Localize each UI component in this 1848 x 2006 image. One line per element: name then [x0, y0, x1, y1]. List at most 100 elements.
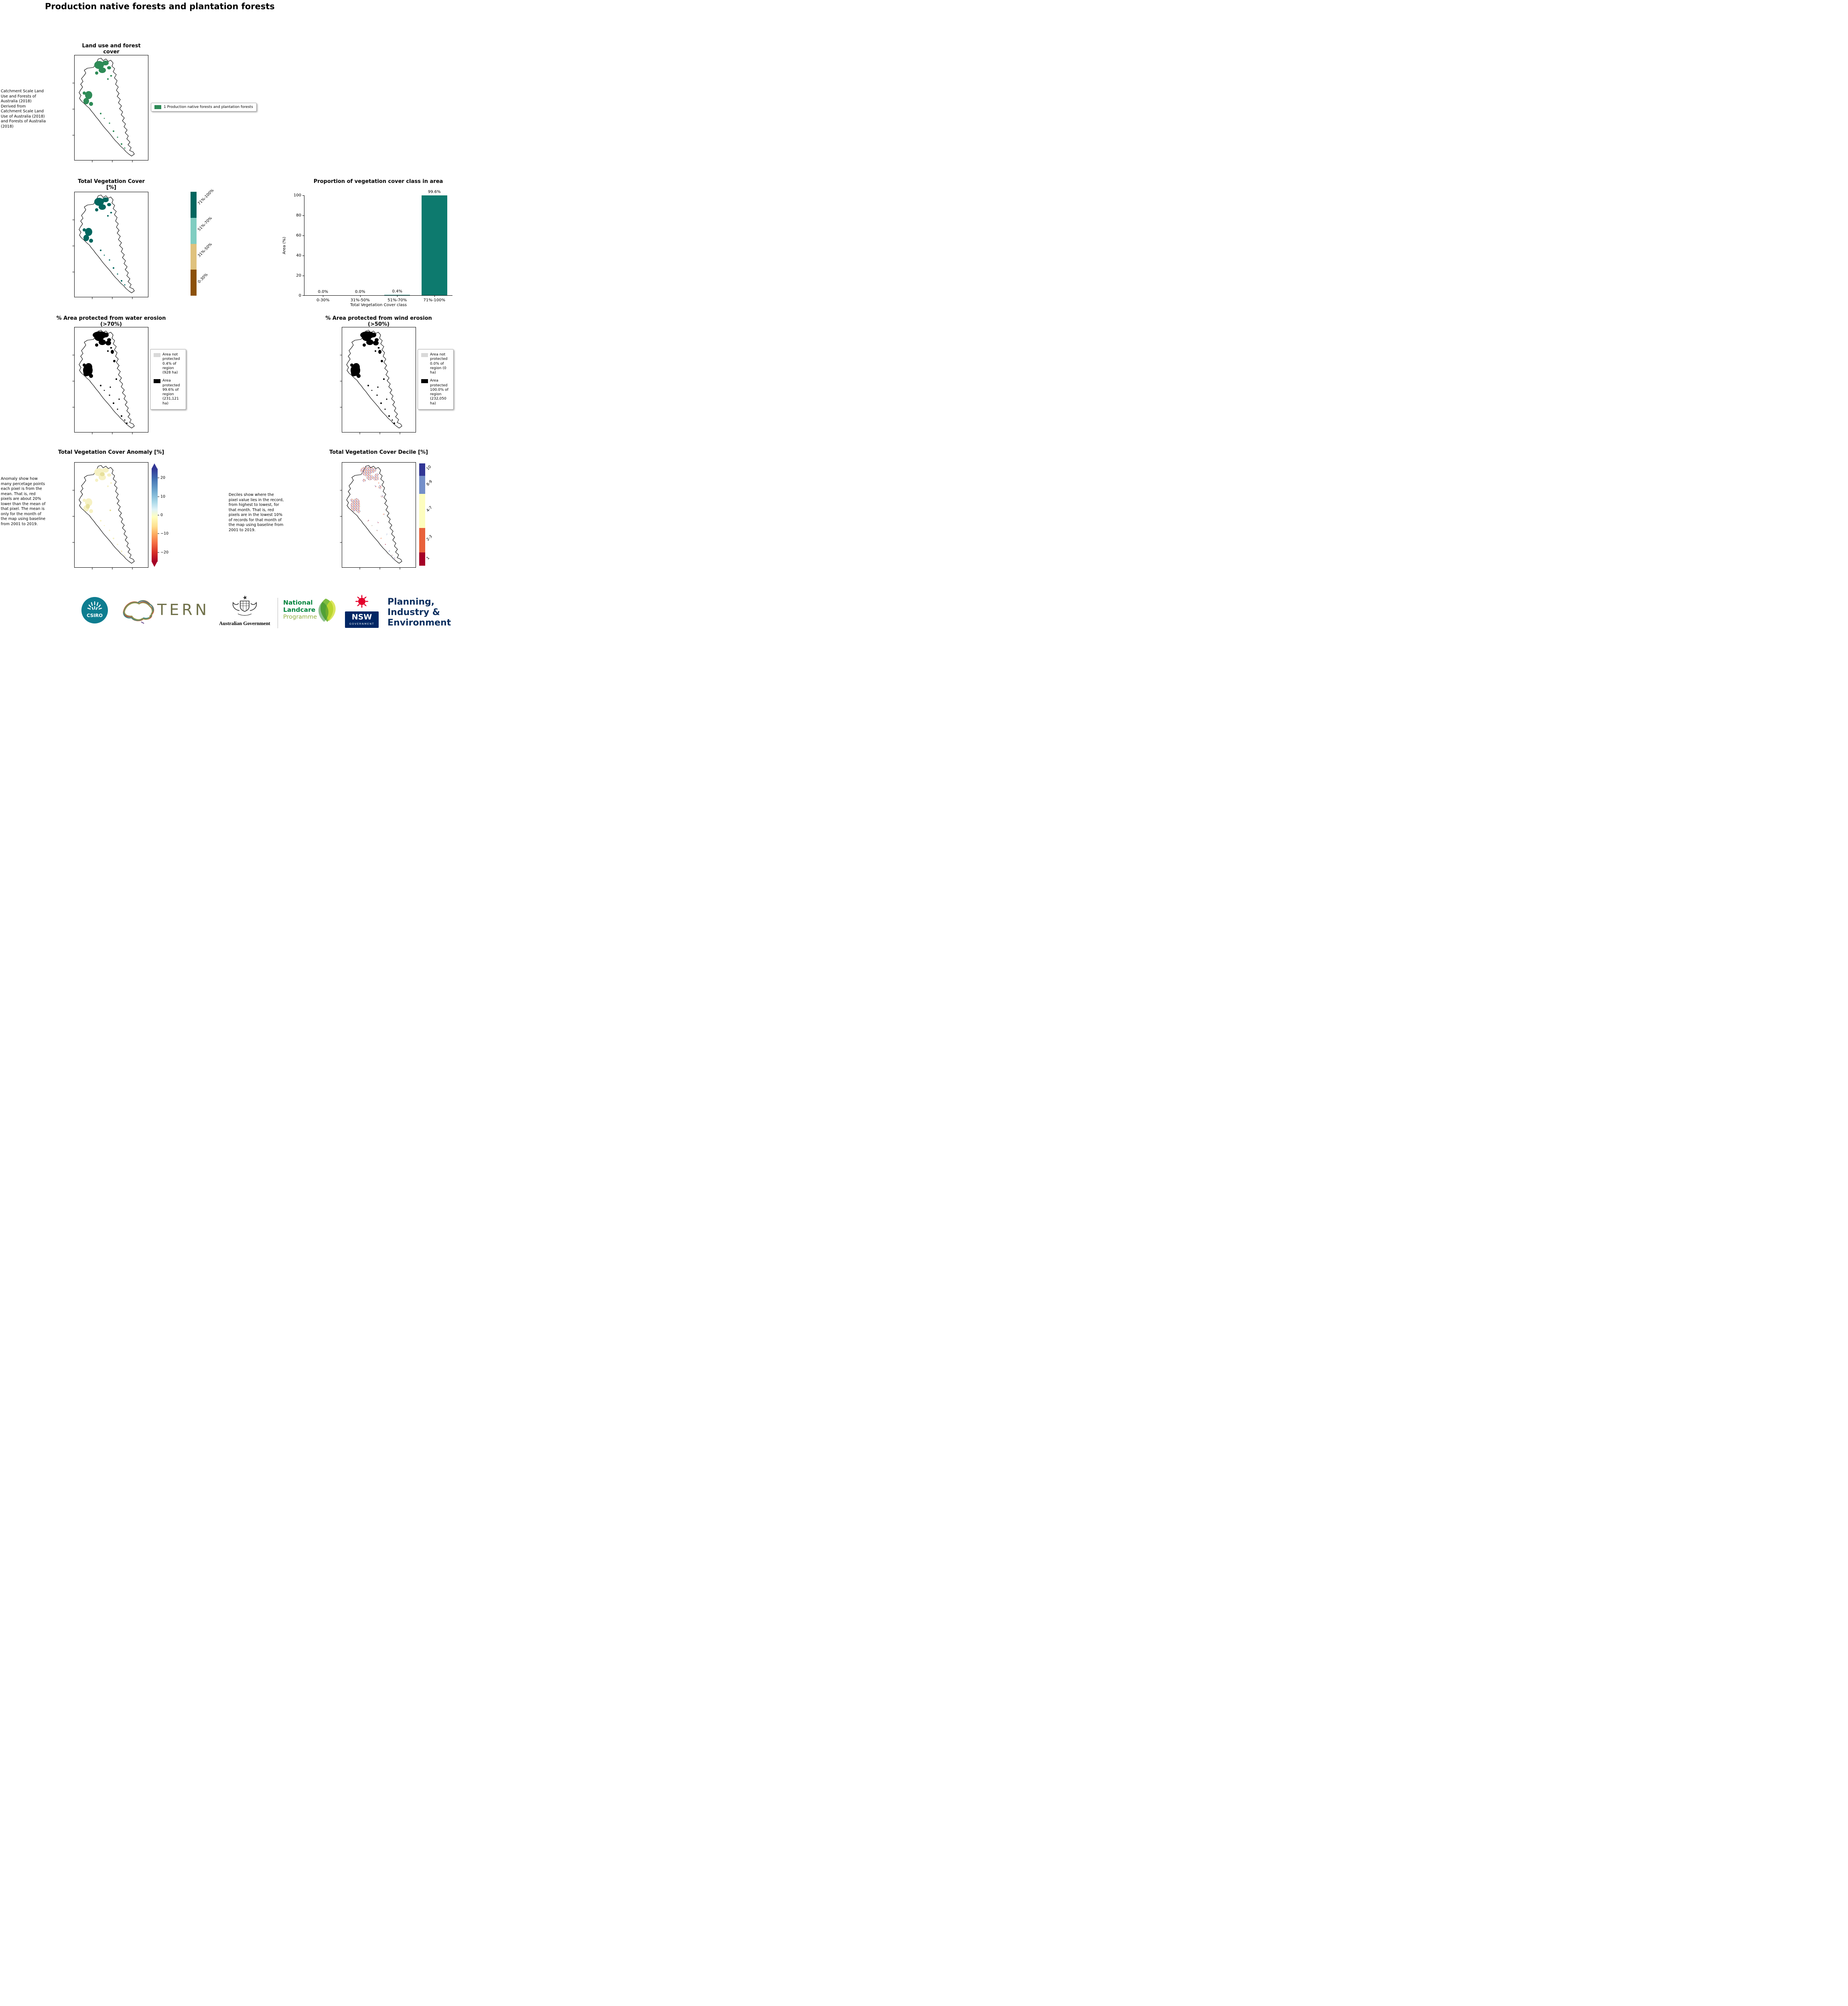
x-tick-label: 31%-50%	[350, 298, 370, 303]
colorbar-segment	[419, 552, 425, 566]
csiro-logo-icon: CSIRO	[81, 597, 108, 623]
landuse-map	[72, 55, 148, 162]
axis-ticks	[340, 355, 400, 434]
legend-entry: Area protected 99.6% of region (231,121 …	[154, 379, 183, 406]
colorbar-segment	[191, 244, 197, 270]
anomaly-title: Total Vegetation Cover Anomaly [%]	[58, 449, 164, 455]
protected-swatch	[154, 379, 160, 384]
decile-map	[340, 462, 416, 570]
decile-title: Total Vegetation Cover Decile [%]	[329, 449, 428, 455]
catchment-outline	[79, 58, 135, 156]
catchment-outline	[79, 465, 135, 564]
x-tick-label: 71%-100%	[423, 298, 445, 303]
map-frame	[74, 55, 148, 160]
tern-logo: TERN	[119, 596, 207, 627]
colorbar-segment	[419, 475, 425, 494]
chart-title: Proportion of vegetation cover class in …	[313, 179, 443, 185]
colorbar-down-arrow	[152, 562, 157, 567]
bar-value-label: 0.0%	[355, 290, 365, 294]
colorbar-tick-label: 10	[160, 494, 166, 499]
colorbar-segment	[419, 463, 425, 476]
australian-government-logo: Australian Government	[217, 595, 273, 627]
y-axis-label: Area (%)	[282, 237, 287, 254]
colorbar-tick-label: 20	[160, 475, 166, 480]
national-landcare-logo: National Landcare Programme	[283, 599, 317, 621]
not-protected-swatch	[421, 353, 428, 357]
axis-ticks	[340, 490, 400, 570]
tern-wordmark: TERN	[157, 601, 210, 619]
bar-value-label: 0.4%	[392, 289, 402, 294]
axis-ticks	[72, 83, 133, 162]
colorbar-up-arrow	[152, 463, 157, 469]
wind-erosion-map	[340, 327, 416, 434]
nsw-waratah-icon	[355, 595, 369, 608]
colorbar-segment	[419, 494, 425, 528]
bar-71-100	[421, 195, 447, 295]
y-tick-label: 100	[293, 193, 301, 198]
colorbar-tick-label: 0	[160, 513, 163, 518]
water-erosion-title: % Area protected from water erosion (>70…	[56, 315, 166, 327]
colorbar-segment	[191, 270, 197, 296]
colorbar-segment	[191, 192, 197, 218]
pie-line: Industry &	[387, 607, 440, 617]
colorbar-segment	[191, 217, 197, 244]
landcare-line: Programme	[283, 613, 317, 620]
x-tick-label: 51%-70%	[387, 298, 407, 303]
map-frame	[342, 462, 416, 568]
landcare-line: National	[283, 599, 313, 606]
tvc-title: Total Vegetation Cover [%]	[78, 179, 145, 191]
tvc-patches-layer	[83, 197, 126, 286]
y-tick-label: 20	[296, 273, 301, 278]
nsw-wordmark: NSW	[351, 613, 372, 621]
colorbar-label: 51%-70%	[197, 216, 213, 232]
pie-line: Planning,	[387, 597, 435, 607]
x-axis-label: Total Vegetation Cover class	[350, 303, 407, 307]
forest-class-label: 1 Production native forests and plantati…	[164, 105, 253, 109]
anomaly-colorbar: 20 10 0 −10 −20	[152, 463, 168, 567]
map-frame	[74, 192, 148, 297]
decile-caption: Deciles show where the pixel value lies …	[229, 493, 284, 532]
page-title: Production native forests and plantation…	[45, 2, 275, 11]
protected-label: Area protected 99.6% of region (231,121 …	[162, 379, 180, 406]
legend-entry: Area not protected 0.4% of region (928 h…	[154, 353, 183, 375]
decile-speckle-layer	[350, 467, 395, 559]
forest-patches-layer	[83, 61, 126, 149]
decile-colorbar: 10 8-9 4-7 2-3 1	[419, 463, 433, 566]
catchment-outline	[79, 195, 135, 293]
colorbar-label: 31%-50%	[197, 242, 213, 258]
axis-ticks	[72, 490, 133, 570]
water-erosion-map	[72, 327, 148, 434]
csiro-wordmark: CSIRO	[87, 613, 103, 618]
bar-value-label: 99.6%	[428, 190, 441, 194]
protected-label: Area protected 100.0% of region (232,050…	[430, 379, 448, 406]
colorbar-tick-label: −20	[160, 550, 169, 555]
anomaly-colorbar-gradient: 20 10 0 −10 −20	[152, 469, 168, 562]
forest-class-swatch	[154, 105, 161, 109]
y-tick-label: 80	[296, 213, 301, 218]
y-tick-label: 60	[296, 233, 301, 238]
vegcover-bar-chart: Area (%) 100 80 60 40 20 0 0.0% 0-30% 0.…	[282, 190, 452, 307]
wind-erosion-title: % Area protected from wind erosion (>50%…	[325, 315, 432, 327]
y-tick-label: 40	[296, 253, 301, 258]
landuse-caption: Catchment Scale Land Use and Forests of …	[1, 89, 46, 129]
tvc-colorbar: 71%-100% 51%-70% 31%-50% 0-30%	[191, 188, 215, 296]
wind-erosion-legend: Area not protected 0.0% of region (0 ha)…	[418, 349, 454, 410]
x-tick-label: 0-30%	[316, 298, 330, 303]
landuse-title: Land use and forest cover	[82, 43, 141, 55]
colorbar-label: 10	[426, 465, 432, 471]
legend-entry: Area not protected 0.0% of region (0 ha)	[421, 353, 450, 375]
map-frame	[74, 327, 148, 432]
report-page: Production native forests and plantation…	[0, 0, 462, 641]
bar-value-label: 0.0%	[318, 290, 328, 294]
map-frame	[74, 462, 148, 568]
protected-swatch	[421, 379, 428, 384]
y-tick-label: 0	[298, 293, 301, 298]
landuse-legend: 1 Production native forests and plantati…	[151, 103, 257, 112]
anomaly-patches-layer	[83, 468, 126, 556]
tern-australia-icon	[123, 600, 154, 624]
not-protected-swatch	[154, 353, 160, 357]
nsw-government-wordmark: GOVERNMENT	[349, 622, 375, 625]
colorbar-label: 71%-100%	[197, 188, 215, 206]
water-erosion-legend: Area not protected 0.4% of region (928 h…	[150, 349, 186, 410]
colorbar-segment	[419, 528, 425, 552]
